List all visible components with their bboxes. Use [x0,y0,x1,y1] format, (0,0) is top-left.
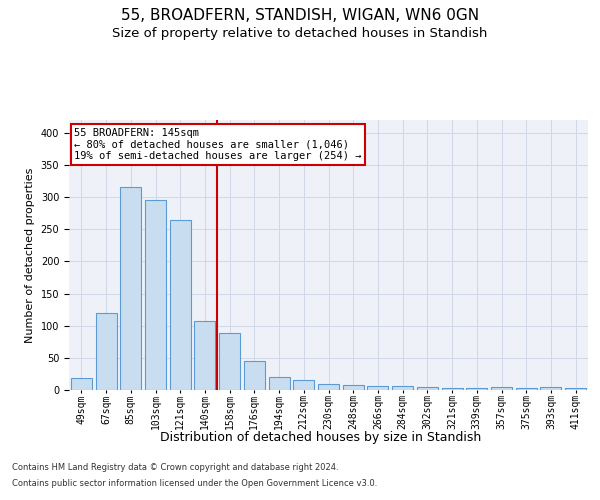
Bar [120,188,141,390]
Bar [219,333,240,390]
Bar [516,388,537,390]
Bar [170,220,191,390]
Bar [293,380,314,390]
Bar [417,387,438,390]
Bar [541,387,562,390]
Bar [565,388,586,390]
Text: Distribution of detached houses by size in Standish: Distribution of detached houses by size … [160,431,482,444]
Text: Size of property relative to detached houses in Standish: Size of property relative to detached ho… [112,28,488,40]
Bar [343,385,364,390]
Bar [442,388,463,390]
Bar [95,313,116,390]
Text: Contains public sector information licensed under the Open Government Licence v3: Contains public sector information licen… [12,478,377,488]
Bar [392,386,413,390]
Bar [466,388,487,390]
Text: Contains HM Land Registry data © Crown copyright and database right 2024.: Contains HM Land Registry data © Crown c… [12,464,338,472]
Text: 55 BROADFERN: 145sqm
← 80% of detached houses are smaller (1,046)
19% of semi-de: 55 BROADFERN: 145sqm ← 80% of detached h… [74,128,362,162]
Bar [244,361,265,390]
Bar [269,377,290,390]
Bar [71,378,92,390]
Bar [145,200,166,390]
Bar [318,384,339,390]
Y-axis label: Number of detached properties: Number of detached properties [25,168,35,342]
Bar [194,320,215,390]
Bar [367,386,388,390]
Text: 55, BROADFERN, STANDISH, WIGAN, WN6 0GN: 55, BROADFERN, STANDISH, WIGAN, WN6 0GN [121,8,479,22]
Bar [491,387,512,390]
